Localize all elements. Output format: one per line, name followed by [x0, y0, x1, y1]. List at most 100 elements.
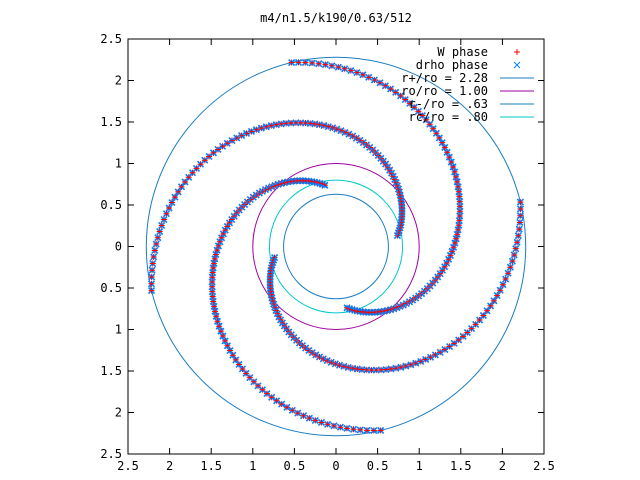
w-point	[455, 222, 462, 229]
w-point	[212, 251, 219, 258]
x-tick-label: 1.5	[450, 459, 472, 473]
w-point	[278, 401, 285, 408]
w-point	[480, 312, 487, 319]
w-point	[516, 226, 523, 233]
y-tick-label: 0	[115, 240, 122, 254]
w-point	[273, 121, 280, 128]
w-point	[185, 174, 192, 181]
w-point	[490, 297, 497, 304]
legend-label: r-/ro = .63	[409, 97, 488, 111]
y-tick-label: 1.5	[100, 115, 122, 129]
w-point	[371, 76, 378, 83]
w-point	[210, 260, 217, 267]
y-tick-label: 0.5	[100, 281, 122, 295]
w-point	[337, 424, 344, 431]
circle-2.28	[145, 56, 527, 437]
w-point	[320, 122, 327, 129]
w-point	[340, 363, 347, 370]
w-point	[295, 59, 302, 66]
w-point	[499, 281, 506, 288]
w-point	[411, 104, 418, 111]
w-point	[516, 219, 523, 226]
w-point	[460, 333, 467, 340]
w-point	[502, 276, 509, 283]
w-point	[315, 60, 322, 67]
w-point	[402, 363, 409, 370]
w-point	[345, 364, 352, 371]
w-point	[151, 247, 158, 254]
y-tick-label: 2	[115, 74, 122, 88]
x-tick-label: 0	[332, 459, 339, 473]
w-point	[302, 59, 309, 66]
w-point	[210, 264, 217, 271]
w-point	[246, 374, 253, 381]
w-point	[407, 361, 414, 368]
w-point	[300, 412, 307, 419]
w-point	[426, 121, 433, 128]
w-point	[278, 120, 285, 127]
w-point	[211, 303, 218, 310]
w-point	[148, 287, 155, 294]
w-point	[263, 390, 270, 397]
w-point	[377, 427, 384, 434]
w-point	[343, 425, 350, 432]
axis-ticks: 2.5 2 1.5 1 0.5 0 0.5 1 1.5 2 2.52.521.510.500.511…	[100, 32, 555, 473]
w-point	[289, 407, 296, 414]
w-point	[209, 293, 216, 300]
w-point	[283, 404, 290, 411]
w-point	[370, 427, 377, 434]
w-point	[419, 112, 426, 119]
w-point	[509, 258, 516, 265]
w-point	[363, 427, 370, 434]
w-point	[216, 323, 223, 330]
w-point	[250, 378, 257, 385]
w-point	[273, 397, 280, 404]
w-point	[392, 89, 399, 96]
w-point	[423, 116, 430, 123]
y-tick-label: 2.5	[100, 447, 122, 461]
legend-label: drho phase	[416, 58, 488, 72]
w-point	[383, 366, 390, 373]
w-point	[171, 194, 178, 201]
chart-title: m4/n1.5/k190/0.63/512	[260, 11, 412, 25]
phase-points	[147, 58, 525, 435]
w-point	[283, 120, 290, 127]
y-tick-label: 1	[115, 157, 122, 171]
w-point	[163, 210, 170, 217]
w-point	[316, 121, 323, 128]
w-point	[148, 273, 155, 280]
w-point	[263, 123, 270, 130]
w-point	[214, 318, 221, 325]
x-tick-label: 2	[166, 459, 173, 473]
circle-0.63	[283, 193, 389, 300]
w-point	[325, 123, 332, 130]
w-point	[156, 228, 163, 235]
w-point	[168, 199, 175, 206]
w-point	[206, 153, 213, 160]
w-point	[517, 212, 524, 219]
w-point	[328, 62, 335, 69]
circle-1	[252, 163, 420, 330]
w-point	[312, 417, 319, 424]
w-point	[350, 426, 357, 433]
x-tick-label: 2.5	[117, 459, 139, 473]
w-point	[454, 178, 461, 185]
w-point	[211, 255, 218, 262]
legend-label: rc/ro = .80	[409, 110, 488, 124]
w-point	[455, 183, 462, 190]
w-point	[201, 157, 208, 164]
w-point	[505, 270, 512, 277]
w-point	[294, 410, 301, 417]
w-point	[392, 365, 399, 372]
w-point	[175, 188, 182, 195]
w-point	[335, 64, 342, 71]
x-tick-label: 1	[416, 459, 423, 473]
w-point	[149, 267, 156, 274]
w-point	[148, 280, 155, 287]
w-point	[387, 85, 394, 92]
w-point	[210, 298, 217, 305]
y-tick-label: 2.5	[100, 32, 122, 46]
x-tick-label: 1.5	[200, 459, 222, 473]
